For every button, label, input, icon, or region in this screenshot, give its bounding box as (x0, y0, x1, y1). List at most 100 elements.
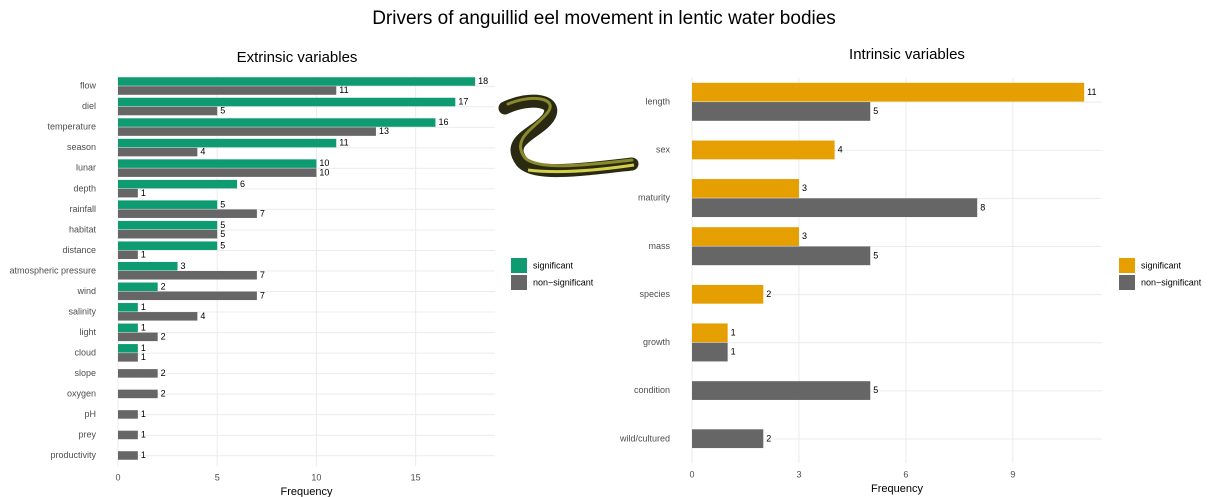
x-tick-label: 9 (1010, 469, 1015, 479)
value-label: 1 (141, 450, 146, 460)
value-label: 11 (1087, 87, 1096, 97)
y-tick-label: lunar (76, 163, 96, 173)
bar (118, 451, 138, 460)
value-label: 17 (458, 97, 468, 107)
bar (118, 312, 198, 321)
y-tick-label: cloud (74, 347, 96, 357)
value-label: 8 (980, 202, 985, 212)
y-tick-label: atmospheric pressure (9, 265, 96, 275)
bar (692, 198, 978, 218)
bar (118, 241, 218, 250)
y-tick-label: salinity (68, 306, 96, 316)
bar (118, 77, 476, 86)
value-label: 1 (141, 322, 146, 332)
y-tick-label: wind (76, 286, 96, 296)
bar (118, 86, 337, 95)
value-label: 2 (766, 289, 771, 299)
value-label: 1 (731, 347, 736, 357)
value-label: 11 (339, 138, 348, 148)
legend-swatch (1119, 258, 1135, 273)
value-label: 3 (802, 231, 807, 241)
bar (118, 410, 138, 419)
y-tick-label: slope (74, 368, 96, 378)
y-tick-label: prey (78, 430, 96, 440)
legend-swatch (511, 275, 527, 290)
bar (118, 127, 376, 136)
value-label: 10 (319, 167, 329, 177)
bar (118, 209, 257, 218)
bar (692, 140, 835, 160)
bar (118, 97, 456, 107)
x-tick-label: 15 (411, 472, 421, 482)
value-label: 7 (260, 208, 265, 218)
y-tick-label: season (67, 142, 96, 152)
value-label: 5 (873, 250, 878, 260)
value-label: 1 (141, 343, 146, 353)
bar (118, 323, 138, 333)
bar (692, 323, 728, 343)
value-label: 1 (141, 302, 146, 312)
value-label: 11 (339, 85, 348, 95)
bar (692, 381, 871, 400)
value-label: 5 (220, 220, 225, 230)
bar (692, 246, 871, 266)
bar (692, 342, 728, 362)
figure-title: Drivers of anguillid eel movement in len… (372, 8, 836, 29)
x-axis-label: Frequency (871, 483, 923, 495)
bar (118, 332, 158, 342)
value-label: 5 (220, 229, 225, 239)
bar (118, 303, 138, 312)
bar (692, 179, 799, 198)
x-axis-label: Frequency (281, 486, 333, 497)
y-tick-label: length (645, 96, 670, 106)
value-label: 5 (220, 240, 225, 250)
bar (118, 369, 158, 378)
bar (118, 106, 218, 116)
value-label: 4 (200, 311, 205, 321)
bar (118, 250, 138, 260)
value-label: 5 (220, 199, 225, 209)
y-tick-label: distance (62, 245, 96, 255)
y-tick-label: species (639, 289, 670, 299)
value-label: 2 (161, 331, 166, 341)
y-tick-label: maturity (638, 193, 671, 203)
bar (118, 261, 178, 271)
bar (118, 430, 138, 440)
bar (118, 291, 257, 301)
bar (692, 82, 1085, 102)
bar (118, 188, 138, 198)
bar (118, 282, 158, 292)
x-tick-label: 0 (115, 472, 120, 482)
bar (118, 271, 257, 280)
value-label: 6 (240, 179, 245, 189)
chart-title: Extrinsic variables (237, 49, 358, 66)
value-label: 10 (319, 158, 329, 168)
value-label: 7 (260, 290, 265, 300)
x-tick-label: 0 (689, 469, 694, 479)
y-tick-label: diel (82, 101, 96, 111)
y-tick-label: productivity (50, 450, 96, 460)
value-label: 1 (141, 409, 146, 419)
y-tick-label: temperature (47, 122, 96, 132)
bar (118, 200, 218, 209)
value-label: 5 (873, 106, 878, 116)
value-label: 13 (379, 126, 389, 136)
y-tick-label: rainfall (69, 204, 96, 214)
bar (692, 102, 871, 121)
value-label: 5 (873, 385, 878, 395)
y-tick-label: condition (634, 385, 670, 395)
value-label: 18 (478, 76, 488, 86)
y-tick-label: light (79, 327, 96, 337)
bar (118, 220, 218, 230)
value-label: 2 (766, 433, 771, 443)
value-label: 2 (161, 368, 166, 378)
value-label: 7 (260, 270, 265, 280)
value-label: 5 (220, 106, 225, 116)
legend-label: non−significant (533, 277, 594, 287)
value-label: 1 (141, 188, 146, 198)
value-label: 1 (141, 352, 146, 362)
value-label: 2 (161, 281, 166, 291)
x-tick-label: 10 (311, 472, 321, 482)
bar (118, 179, 238, 189)
